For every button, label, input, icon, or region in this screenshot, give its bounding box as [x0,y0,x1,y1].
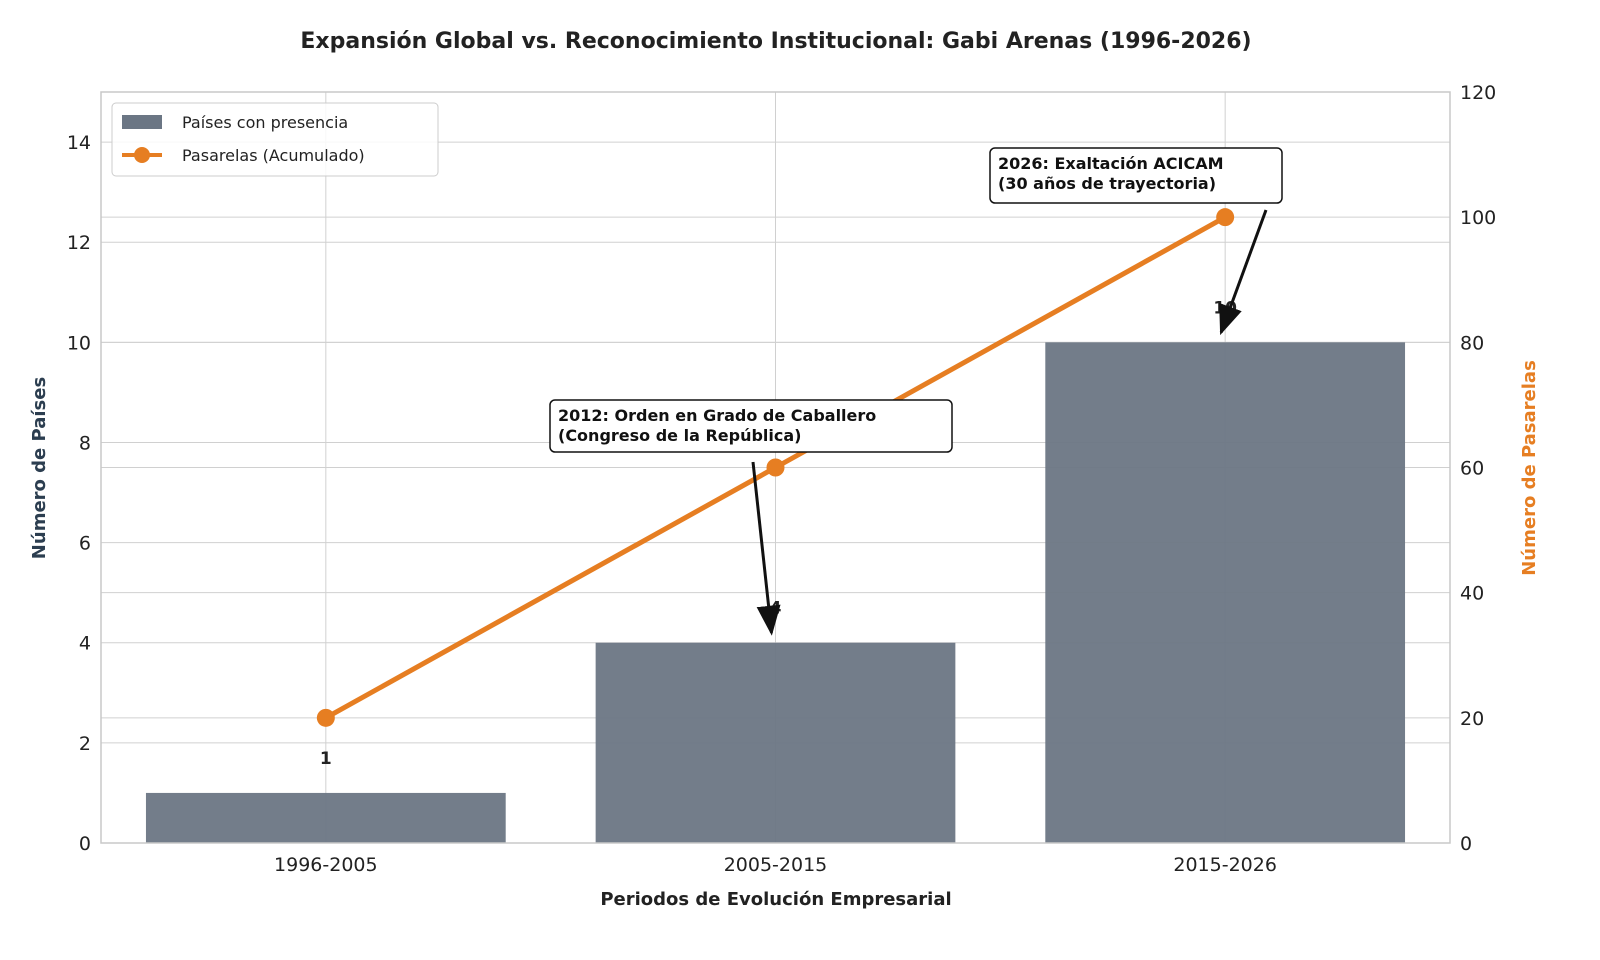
bar [145,792,506,843]
y-tick-label: 0 [79,833,91,855]
line-marker [316,708,335,727]
annotation-arrow [1219,209,1268,336]
y-right-tick-label: 40 [1460,583,1484,605]
y-right-tick-label: 0 [1460,833,1472,855]
line-marker [766,458,785,477]
y-right-tick-label: 120 [1460,82,1496,104]
y-axis-label: Número de Países [29,377,50,559]
bar-value-label: 4 [770,599,782,619]
annotation-box [549,399,953,453]
y-right-tick-label: 60 [1460,458,1484,480]
legend-marker [134,147,150,163]
y-tick-label: 10 [67,332,91,354]
legend-label-bar: Países con presencia [182,113,348,132]
annotation-text: 2026: Exaltación ACICAM [998,154,1224,173]
annotation-text: (30 años de trayectoria) [998,174,1216,193]
x-tick-label: 2015-2026 [1173,854,1277,876]
legend: Países con presencia Pasarelas (Acumulad… [111,102,439,177]
plot-frame [100,91,1451,844]
y-tick-label: 4 [79,633,91,655]
line-series [316,208,1235,727]
annotation-text: 2012: Orden en Grado de Caballero [558,406,876,425]
bar [595,642,956,843]
y-axis-right-label: Número de Pasarelas [1519,360,1540,576]
y-tick-label: 8 [79,432,91,454]
annotation-box [989,147,1283,204]
y-tick-label: 2 [79,733,91,755]
x-tick-label: 1996-2005 [274,854,378,876]
y-right-tick-label: 20 [1460,708,1484,730]
line-marker [1216,208,1235,227]
chart-title: Expansión Global vs. Reconocimiento Inst… [300,29,1251,54]
bar-value-label: 1 [320,749,332,769]
x-axis-label: Periodos de Evolución Empresarial [600,889,951,910]
legend-swatch-bar [122,115,162,129]
x-tick-label: 2005-2015 [724,854,828,876]
y-tick-label: 12 [67,232,91,254]
y-right-tick-label: 80 [1460,332,1484,354]
y-tick-label: 6 [79,533,91,555]
y-tick-label: 14 [67,132,91,154]
annotations: 2012: Orden en Grado de Caballero(Congre… [549,147,1283,636]
bar [1045,342,1406,843]
legend-label-line: Pasarelas (Acumulado) [182,146,365,165]
y-right-tick-label: 100 [1460,207,1496,229]
annotation-text: (Congreso de la República) [558,426,801,445]
annotation-arrow [751,461,781,636]
